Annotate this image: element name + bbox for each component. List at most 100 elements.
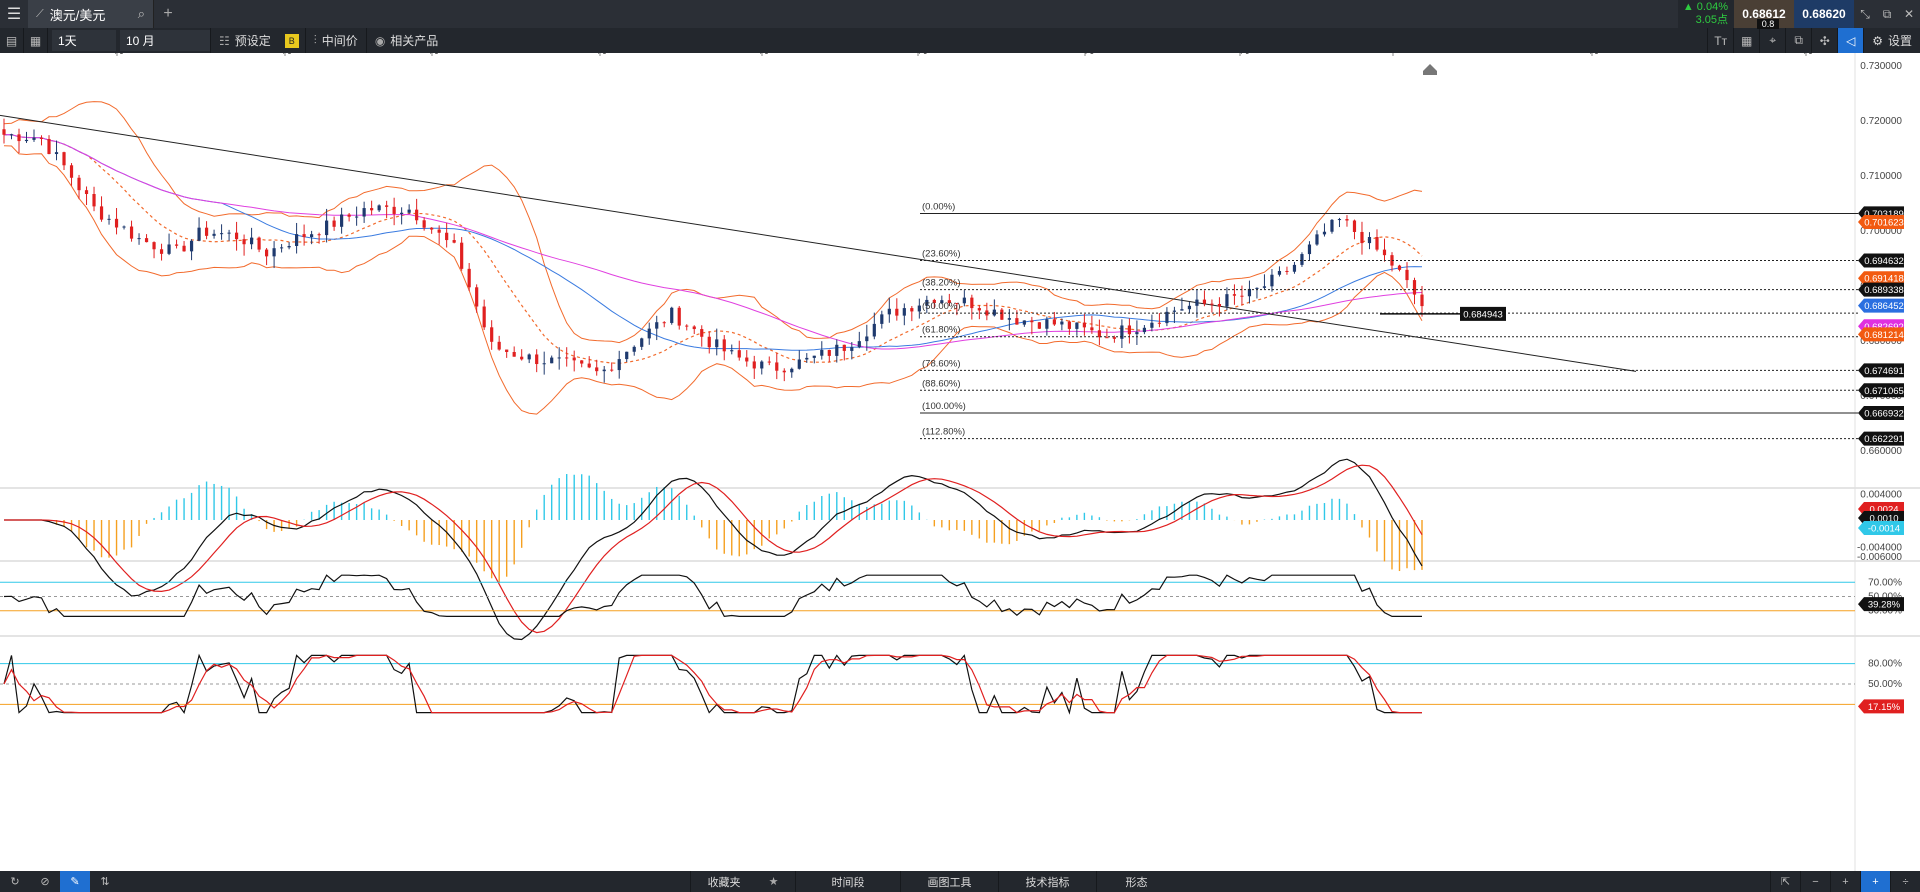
candle-body: [1292, 264, 1297, 272]
pointer-icon[interactable]: ✣: [1811, 28, 1837, 53]
price-tag: [1858, 383, 1904, 398]
candle-body: [204, 227, 209, 236]
split-icon[interactable]: ÷: [1890, 871, 1920, 892]
panel-toggle-icon[interactable]: ▤: [0, 28, 24, 53]
bollinger-lower-line: [3, 145, 1423, 415]
magnet-icon[interactable]: ⇅: [100, 876, 110, 888]
candle-body: [272, 248, 276, 257]
candle-body: [1210, 303, 1214, 305]
chart-area[interactable]: 5月 6月 7月 8月 9月 10月 11月 12月 2020 2月 3月 0.730000 0.720…: [0, 53, 1920, 871]
candle-body: [482, 306, 486, 328]
candle-body: [1397, 265, 1402, 270]
candle-body: [730, 350, 734, 352]
macd-axis-label: 0.004000: [1860, 489, 1902, 500]
candle-body: [602, 369, 606, 372]
candle-body: [1187, 305, 1192, 310]
search-icon[interactable]: ⌕: [137, 6, 145, 21]
sliders-icon: ☷: [219, 33, 230, 48]
candle-body: [1217, 303, 1222, 307]
patterns-button[interactable]: 形态: [1096, 871, 1176, 892]
candle-body: [1367, 237, 1372, 244]
candle-body: [670, 307, 674, 323]
candle-body: [1060, 321, 1064, 325]
price-chart[interactable]: 5月 6月 7月 8月 9月 10月 11月 12月 2020 2月 3月 0.730000 0.720…: [0, 53, 1920, 871]
minimize-icon[interactable]: ⤡: [1860, 6, 1870, 21]
indicators-button[interactable]: 技术指标: [998, 871, 1096, 892]
export-icon[interactable]: ⇱: [1770, 871, 1800, 892]
candle-body: [617, 359, 621, 371]
copy-icon[interactable]: ⧉: [1785, 28, 1811, 53]
candle-body: [812, 355, 816, 358]
price-tag-label: 0.666932: [1864, 409, 1904, 420]
change-arrow-icon: ▲: [1682, 1, 1694, 13]
drawing-tools-button[interactable]: 画图工具: [900, 871, 998, 892]
badge-icon[interactable]: B: [284, 33, 299, 48]
time-label: 8月: [592, 53, 608, 56]
related-products-button[interactable]: ◉ 相关产品: [365, 28, 447, 53]
candle-body: [385, 205, 389, 207]
candle-body: [1120, 325, 1124, 339]
price-axis-label: 0.700000: [1860, 226, 1902, 237]
macd-axis-label: -0.006000: [1857, 552, 1902, 563]
menu-icon[interactable]: ☰: [6, 6, 22, 23]
price-axis-label: 0.710000: [1860, 171, 1902, 182]
time-label: 10月: [907, 53, 928, 56]
pencil-icon[interactable]: ✎: [60, 871, 90, 892]
zoom-in-icon[interactable]: +: [1830, 871, 1860, 892]
stoch-value-label: 17.15%: [1868, 702, 1901, 713]
zoom-out-icon[interactable]: −: [1800, 871, 1830, 892]
instrument-tab[interactable]: ⟋ 澳元/美元 ⌕: [28, 0, 154, 28]
candle-body: [895, 308, 899, 316]
candle-body: [715, 339, 719, 348]
mid-price-button[interactable]: ⫶ 中间价: [304, 28, 366, 53]
range-select[interactable]: 10 月: [120, 30, 210, 51]
macd-axis-label: -0.004000: [1857, 542, 1902, 553]
interval-select[interactable]: 1天: [52, 30, 116, 51]
change-points: 3.05点: [1695, 14, 1728, 26]
bottom-bar: ↻ ⊘ ✎ ⇅ 收藏夹 ★ 时间段 画图工具 技术指标 形态 ⇱ − + + ÷: [0, 871, 1920, 892]
candle-body: [1375, 237, 1379, 250]
candle-body: [542, 363, 546, 365]
stoch-axis-label: 50.00%: [1868, 679, 1902, 690]
price-axis-label: 0.730000: [1860, 61, 1902, 72]
crosshair-icon[interactable]: +: [1860, 871, 1890, 892]
settings-label: 设置: [1887, 34, 1912, 48]
favorites-button[interactable]: 收藏夹 ★: [690, 871, 795, 892]
candle-body: [625, 351, 629, 360]
candle-body: [362, 208, 366, 217]
settings-button[interactable]: ⚙ 设置: [1863, 28, 1920, 53]
candle-body: [595, 367, 599, 372]
candle-body: [1337, 219, 1342, 221]
refresh-icon[interactable]: ↻: [10, 876, 20, 888]
candle-body: [565, 357, 569, 359]
fibonacci-level-label: (100.00%): [922, 401, 966, 412]
chart-background: [0, 53, 1920, 871]
candle-body: [1255, 287, 1259, 289]
timeframe-button[interactable]: 时间段: [795, 871, 900, 892]
candle-body: [655, 322, 659, 329]
text-tool-icon[interactable]: Tт: [1707, 28, 1733, 53]
tag-icon[interactable]: ◁: [1837, 28, 1864, 53]
macd-value-label: 0.0010: [1869, 514, 1898, 525]
candle-body: [1232, 294, 1237, 296]
time-label: 12月: [1229, 53, 1250, 56]
crosshair-tool-icon[interactable]: ⌖: [1759, 28, 1785, 53]
candle-body: [932, 299, 936, 304]
candle-body: [835, 344, 839, 356]
ask-price-button[interactable]: 0.68620: [1794, 0, 1854, 28]
candle-body: [54, 152, 59, 155]
grid-icon[interactable]: ▦: [1733, 28, 1759, 53]
candle-body: [452, 240, 456, 243]
no-entry-icon[interactable]: ⊘: [40, 876, 50, 888]
presets-label: 预设定: [234, 34, 271, 48]
add-tab-button[interactable]: +: [163, 5, 173, 22]
candle-body: [460, 242, 464, 269]
chart-toolbar: ▤ ▦ 1天 10 月 ☷ 预设定 B ⫶ 中间价 ◉ 相关产品 Tт ▦ ⌖ …: [0, 28, 1920, 53]
popout-icon[interactable]: ⧉: [1882, 6, 1892, 21]
layout-icon[interactable]: ▦: [24, 28, 48, 53]
presets-button[interactable]: ☷ 预设定: [210, 28, 279, 53]
close-icon[interactable]: ✕: [1903, 7, 1915, 21]
price-tag-label: 0.682692: [1864, 322, 1904, 333]
price-tag: [1858, 327, 1904, 342]
fibonacci-level-label: (38.20%): [922, 278, 961, 289]
